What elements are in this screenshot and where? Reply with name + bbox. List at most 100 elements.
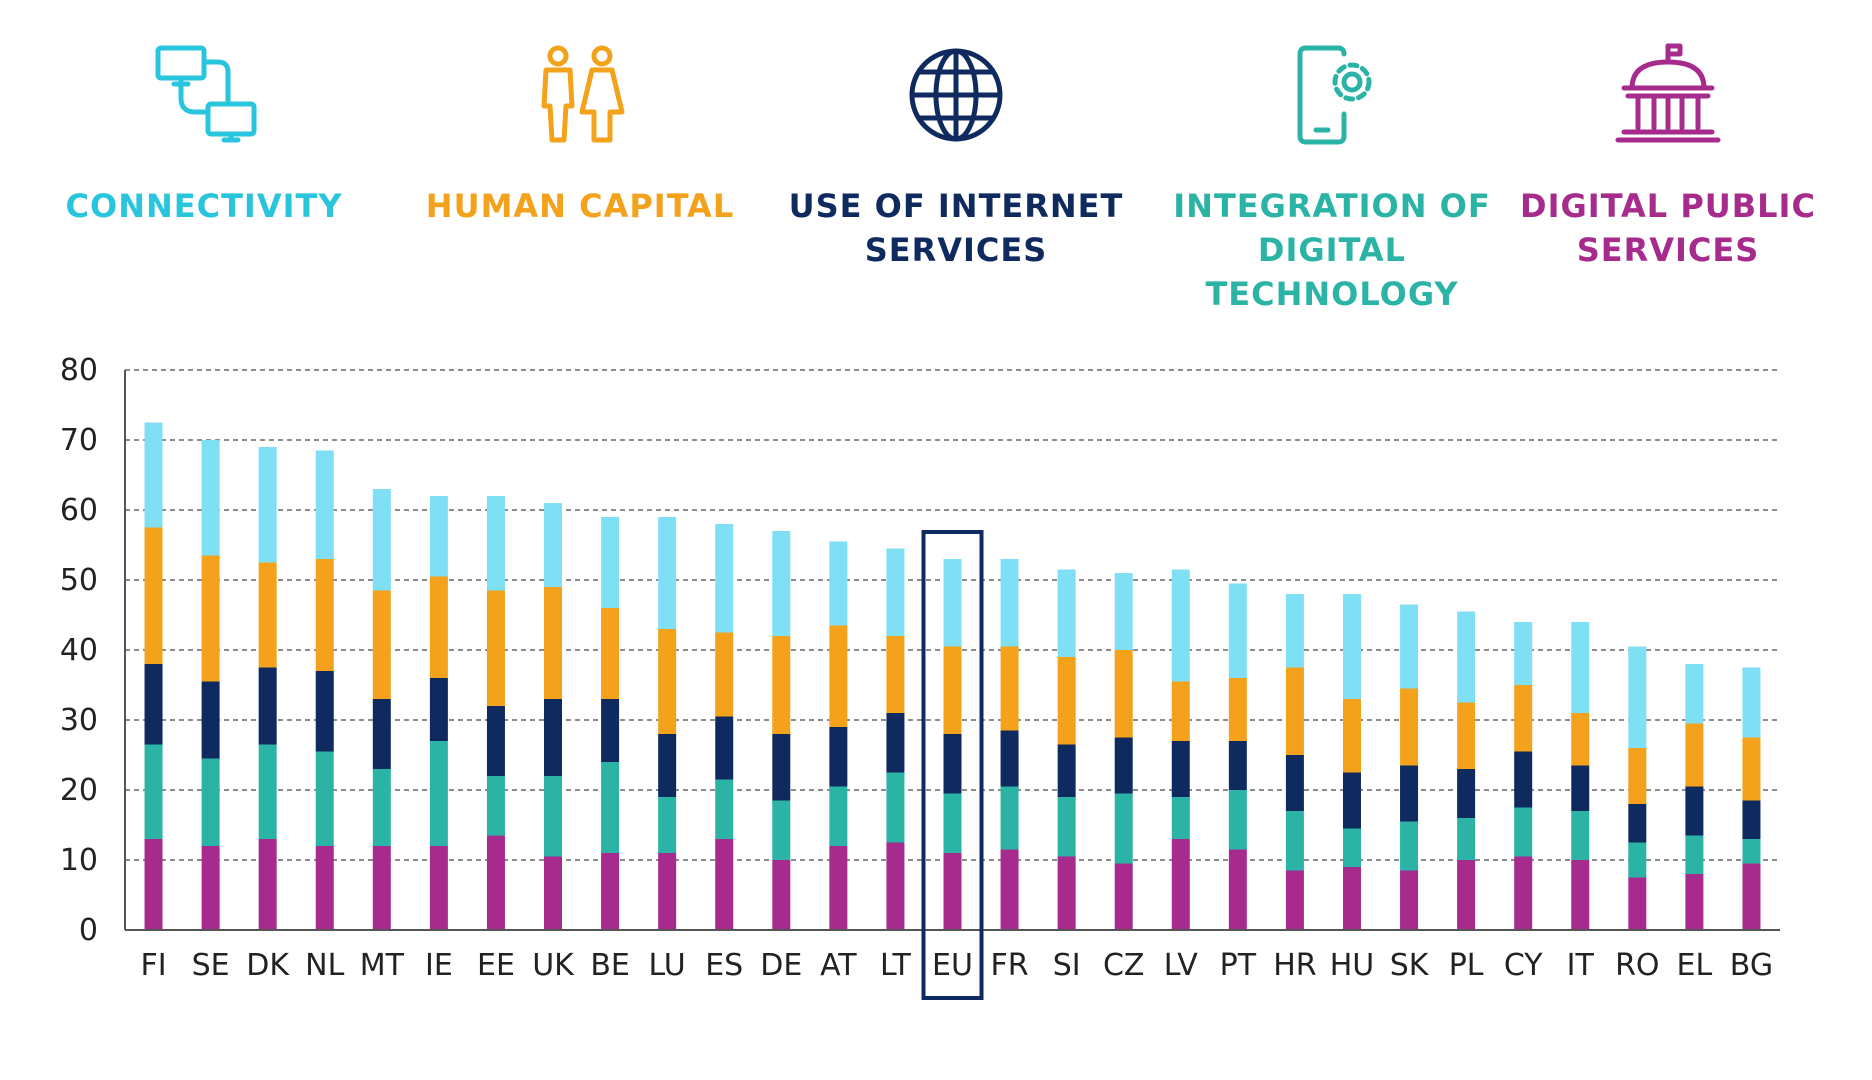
bar-segment: [544, 699, 563, 776]
y-tick-label: 50: [60, 563, 98, 598]
bar-segment: [1457, 769, 1476, 818]
bar-segment: [1342, 867, 1361, 930]
bar-segment: [429, 576, 448, 678]
bar-segment: [715, 632, 734, 717]
bar-segment: [144, 422, 163, 528]
bar-segment: [544, 503, 563, 587]
x-tick-label: CY: [1504, 948, 1543, 983]
x-tick-label: LT: [880, 948, 912, 983]
legend-item-public-services: DIGITAL PUBLIC SERVICES: [1478, 40, 1858, 272]
bar-segment: [1742, 800, 1761, 839]
bar-segment: [658, 629, 677, 734]
bar-segment: [1457, 860, 1476, 930]
stacked-bar-chart: 0 10 20 30 40 50 60 70 80 FI SE DK NL MT IE EE UK BE LU ES…: [60, 353, 1780, 1000]
bar-segment: [829, 846, 848, 930]
bar-segment: [315, 671, 334, 752]
bar-segment: [601, 699, 620, 762]
bar-segment: [1228, 741, 1247, 790]
bar-segment: [429, 846, 448, 930]
bar-segment: [486, 776, 505, 836]
bar-segment: [943, 853, 962, 930]
bar-segment: [544, 776, 563, 857]
bar-segment: [372, 846, 391, 930]
bar-segment: [201, 440, 220, 556]
y-tick-label: 20: [60, 773, 98, 808]
bar-segment: [258, 744, 277, 839]
x-tick-label: HU: [1330, 948, 1375, 983]
bar-segment: [886, 842, 905, 930]
x-tick-label: MT: [360, 948, 405, 983]
x-tick-label: EL: [1677, 948, 1713, 983]
bar-segment: [1342, 699, 1361, 773]
bar-segment: [1285, 870, 1304, 930]
bar-segment: [1171, 797, 1190, 839]
x-tick-label: EE: [477, 948, 515, 983]
axes: [124, 370, 1780, 931]
bar-segment: [1628, 842, 1647, 878]
bar-segment: [715, 716, 734, 780]
bar-segment: [1742, 737, 1761, 801]
x-tick-label: PL: [1449, 948, 1484, 983]
bar-segment: [201, 846, 220, 930]
bar-segment: [886, 713, 905, 773]
bar-segment: [829, 786, 848, 846]
y-tick-label: 60: [60, 493, 98, 528]
bar-segment: [429, 678, 448, 741]
bar-segment: [658, 853, 677, 930]
bar-segment: [1400, 765, 1419, 822]
bar-segment: [1057, 657, 1076, 745]
bar-segment: [144, 664, 163, 745]
bar-segment: [1571, 860, 1590, 930]
x-tick-label: CZ: [1103, 948, 1145, 983]
bar-segment: [201, 555, 220, 682]
x-tick-label: FI: [140, 948, 166, 983]
bar-segment: [1228, 583, 1247, 678]
bar-segment: [772, 734, 791, 801]
bar-segment: [715, 524, 734, 633]
bar-segment: [658, 517, 677, 629]
bar-segment: [772, 531, 791, 636]
bar-segment: [1000, 730, 1019, 787]
bar-segment: [315, 559, 334, 671]
bar-segment: [144, 527, 163, 664]
bar-segment: [258, 667, 277, 745]
bar-segment: [1685, 786, 1704, 836]
bar-segment: [1514, 807, 1533, 857]
bar-segment: [315, 846, 334, 930]
bar-segment: [943, 559, 962, 647]
bar-segment: [486, 706, 505, 776]
x-tick-label: DK: [246, 948, 290, 983]
y-tick-label: 0: [79, 913, 98, 948]
bar-segment: [1400, 870, 1419, 930]
bar-segment: [1685, 835, 1704, 874]
bar-segment: [1742, 667, 1761, 738]
x-tick-label: SE: [192, 948, 230, 983]
bar-segment: [886, 548, 905, 636]
mobile-gear-icon: [1297, 45, 1372, 145]
y-tick-label: 10: [60, 843, 98, 878]
legend-label-connectivity: CONNECTIVITY: [65, 187, 343, 225]
y-tick-label: 70: [60, 423, 98, 458]
bar-segment: [886, 772, 905, 843]
bar-segment: [486, 496, 505, 591]
bar-segment: [1285, 811, 1304, 871]
bar-segment: [715, 779, 734, 839]
legend-item-digital-technology: INTEGRATION OF DIGITAL TECHNOLOGY: [1142, 40, 1522, 316]
bar-segment: [1000, 646, 1019, 731]
bar-segment: [1057, 569, 1076, 657]
public-building-icon: [1615, 43, 1721, 143]
bar-segment: [1400, 688, 1419, 766]
bar-segment: [715, 839, 734, 930]
bar-segment: [1685, 664, 1704, 724]
bar-segment: [258, 839, 277, 930]
legend-label-public-services: DIGITAL PUBLIC SERVICES: [1520, 187, 1816, 269]
bar-segment: [1057, 744, 1076, 797]
bar-segment: [1400, 821, 1419, 871]
bar-segment: [1228, 790, 1247, 850]
bar-segment: [372, 699, 391, 769]
bar-segment: [1457, 818, 1476, 860]
bar-segment: [1171, 569, 1190, 682]
y-tick-label: 30: [60, 703, 98, 738]
bar-segment: [1285, 755, 1304, 811]
bar-segment: [486, 590, 505, 706]
